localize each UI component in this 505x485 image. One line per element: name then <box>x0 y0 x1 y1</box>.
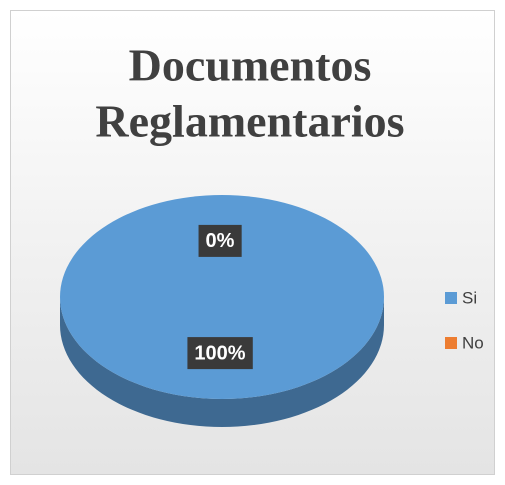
legend-swatch <box>445 292 457 304</box>
chart-title: Documentos <box>129 40 372 91</box>
data-label: 100% <box>194 342 245 364</box>
data-label-box <box>198 224 242 257</box>
data-label-box <box>187 337 253 370</box>
legend-label: No <box>462 333 484 352</box>
pie-side <box>60 297 384 427</box>
pie-slice <box>60 195 384 399</box>
chart-title: Reglamentarios <box>95 96 404 147</box>
legend-swatch <box>445 337 457 349</box>
legend-label: Si <box>462 288 477 307</box>
data-label: 0% <box>206 230 235 252</box>
